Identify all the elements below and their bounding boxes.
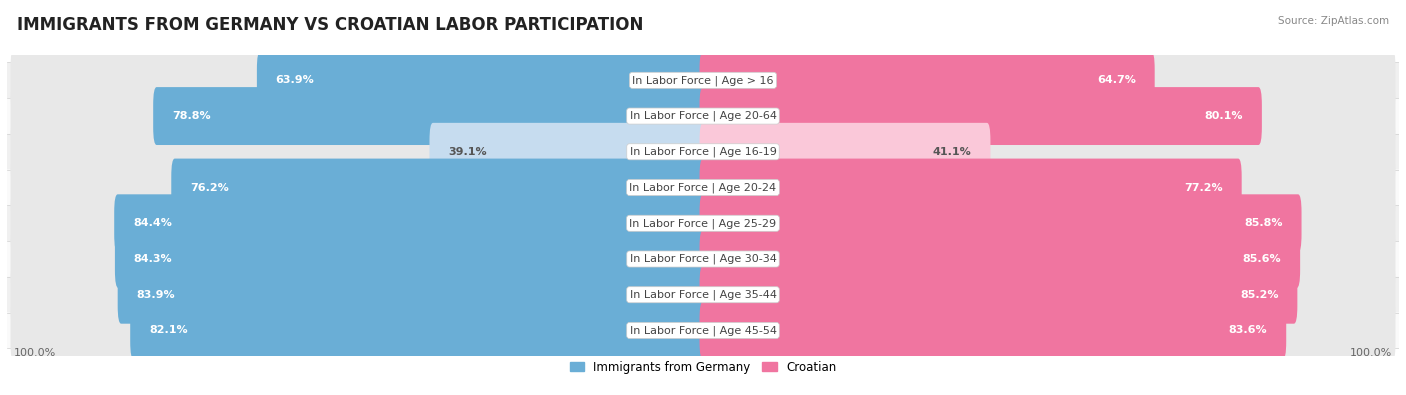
FancyBboxPatch shape [700, 87, 1261, 145]
Text: 78.8%: 78.8% [172, 111, 211, 121]
FancyBboxPatch shape [7, 170, 1399, 205]
FancyBboxPatch shape [257, 51, 706, 109]
FancyBboxPatch shape [700, 123, 990, 181]
Text: IMMIGRANTS FROM GERMANY VS CROATIAN LABOR PARTICIPATION: IMMIGRANTS FROM GERMANY VS CROATIAN LABO… [17, 16, 644, 34]
Text: 63.9%: 63.9% [276, 75, 315, 85]
FancyBboxPatch shape [706, 157, 1396, 218]
FancyBboxPatch shape [10, 228, 700, 290]
Text: In Labor Force | Age 20-24: In Labor Force | Age 20-24 [630, 182, 776, 193]
Text: 77.2%: 77.2% [1184, 182, 1223, 192]
Text: 84.4%: 84.4% [134, 218, 172, 228]
FancyBboxPatch shape [706, 50, 1396, 111]
Text: 85.2%: 85.2% [1240, 290, 1278, 300]
Text: 82.1%: 82.1% [149, 325, 187, 335]
FancyBboxPatch shape [10, 264, 700, 325]
Text: Source: ZipAtlas.com: Source: ZipAtlas.com [1278, 16, 1389, 26]
FancyBboxPatch shape [700, 266, 1298, 324]
FancyBboxPatch shape [706, 192, 1396, 254]
FancyBboxPatch shape [7, 277, 1399, 312]
Text: 64.7%: 64.7% [1097, 75, 1136, 85]
FancyBboxPatch shape [10, 50, 700, 111]
FancyBboxPatch shape [7, 312, 1399, 348]
FancyBboxPatch shape [706, 300, 1396, 361]
FancyBboxPatch shape [706, 264, 1396, 325]
Text: 85.6%: 85.6% [1243, 254, 1281, 264]
Text: In Labor Force | Age > 16: In Labor Force | Age > 16 [633, 75, 773, 86]
FancyBboxPatch shape [118, 266, 706, 324]
FancyBboxPatch shape [10, 157, 700, 218]
Text: In Labor Force | Age 16-19: In Labor Force | Age 16-19 [630, 147, 776, 157]
FancyBboxPatch shape [7, 134, 1399, 170]
FancyBboxPatch shape [7, 205, 1399, 241]
FancyBboxPatch shape [172, 158, 706, 216]
FancyBboxPatch shape [131, 301, 706, 359]
FancyBboxPatch shape [10, 192, 700, 254]
FancyBboxPatch shape [706, 228, 1396, 290]
Text: In Labor Force | Age 45-54: In Labor Force | Age 45-54 [630, 325, 776, 336]
FancyBboxPatch shape [700, 301, 1286, 359]
FancyBboxPatch shape [114, 194, 706, 252]
FancyBboxPatch shape [7, 62, 1399, 98]
Text: 83.6%: 83.6% [1229, 325, 1267, 335]
FancyBboxPatch shape [700, 230, 1301, 288]
Text: 39.1%: 39.1% [449, 147, 486, 157]
FancyBboxPatch shape [153, 87, 706, 145]
Text: 41.1%: 41.1% [934, 147, 972, 157]
FancyBboxPatch shape [7, 98, 1399, 134]
Text: 83.9%: 83.9% [136, 290, 176, 300]
FancyBboxPatch shape [115, 230, 706, 288]
FancyBboxPatch shape [7, 241, 1399, 277]
Text: 84.3%: 84.3% [134, 254, 173, 264]
Text: 100.0%: 100.0% [1350, 348, 1392, 357]
Text: 85.8%: 85.8% [1244, 218, 1282, 228]
FancyBboxPatch shape [10, 85, 700, 147]
Legend: Immigrants from Germany, Croatian: Immigrants from Germany, Croatian [569, 361, 837, 374]
FancyBboxPatch shape [706, 85, 1396, 147]
Text: In Labor Force | Age 25-29: In Labor Force | Age 25-29 [630, 218, 776, 229]
FancyBboxPatch shape [429, 123, 706, 181]
Text: In Labor Force | Age 20-64: In Labor Force | Age 20-64 [630, 111, 776, 121]
FancyBboxPatch shape [700, 158, 1241, 216]
Text: 80.1%: 80.1% [1205, 111, 1243, 121]
FancyBboxPatch shape [700, 194, 1302, 252]
FancyBboxPatch shape [706, 121, 1396, 182]
Text: In Labor Force | Age 30-34: In Labor Force | Age 30-34 [630, 254, 776, 264]
Text: In Labor Force | Age 35-44: In Labor Force | Age 35-44 [630, 290, 776, 300]
Text: 76.2%: 76.2% [190, 182, 229, 192]
Text: 100.0%: 100.0% [14, 348, 56, 357]
FancyBboxPatch shape [700, 51, 1154, 109]
FancyBboxPatch shape [10, 121, 700, 182]
FancyBboxPatch shape [10, 300, 700, 361]
